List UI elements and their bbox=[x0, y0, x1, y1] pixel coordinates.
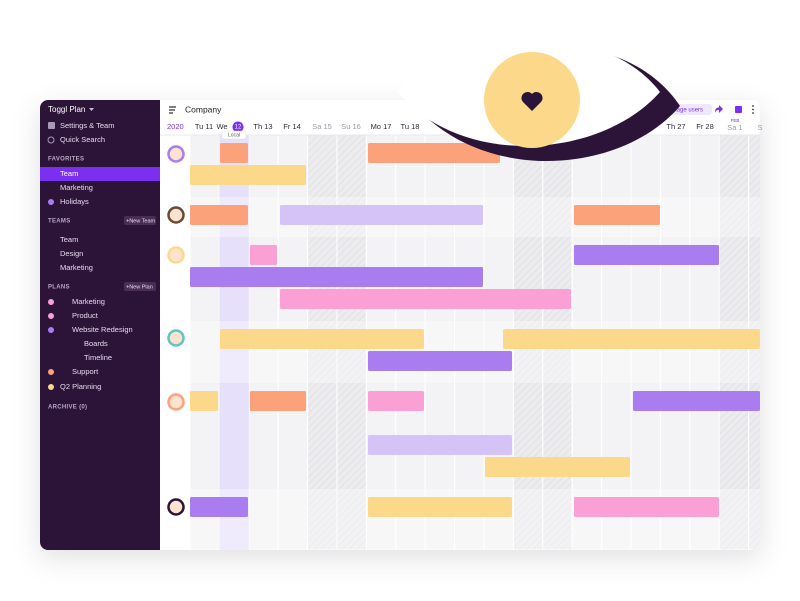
section-title: FAVORITES bbox=[48, 157, 84, 163]
task-bar bbox=[190, 205, 248, 225]
avatar bbox=[167, 329, 185, 347]
section-title: PLANS bbox=[48, 285, 70, 291]
task-bar bbox=[503, 329, 760, 349]
manage-users[interactable]: anage users bbox=[670, 108, 703, 114]
avatars bbox=[167, 145, 185, 516]
today: 12 bbox=[235, 125, 242, 131]
plan-title: Company bbox=[185, 104, 222, 114]
inbox-icon[interactable] bbox=[735, 106, 742, 113]
avatar bbox=[167, 498, 185, 516]
day-label: Fr 28 bbox=[696, 122, 714, 131]
task-bar bbox=[633, 391, 760, 411]
dot bbox=[48, 369, 54, 375]
day-label: Tu 11 bbox=[195, 122, 213, 131]
nav-item[interactable]: Marketing bbox=[60, 263, 93, 272]
dot bbox=[48, 299, 54, 305]
avatar bbox=[167, 206, 185, 224]
menu-icon[interactable] bbox=[169, 106, 176, 114]
dot bbox=[48, 199, 54, 205]
task-bar bbox=[368, 351, 512, 371]
task-bar bbox=[280, 289, 571, 309]
app bbox=[40, 100, 760, 550]
nav-item[interactable]: Support bbox=[72, 367, 99, 376]
section-title: TEAMS bbox=[48, 219, 71, 225]
button-bg bbox=[124, 282, 156, 291]
button-bg bbox=[124, 216, 156, 225]
section-title[interactable]: ARCHIVE (0) bbox=[48, 405, 87, 411]
day-labels: Tu 11 We Th 13 Fr 14 Sa 15 Su 16 Mo 17 Tu 18 Th … bbox=[195, 122, 763, 132]
day-label: Fr 14 bbox=[283, 122, 301, 131]
month: FEB bbox=[731, 118, 740, 123]
task-bar bbox=[190, 267, 483, 287]
avatar bbox=[167, 145, 185, 163]
nav-item[interactable]: Timeline bbox=[84, 353, 112, 362]
task-bar bbox=[574, 497, 719, 517]
button[interactable]: +New Plan bbox=[126, 284, 153, 290]
heart bbox=[521, 91, 543, 111]
today-marker bbox=[232, 121, 244, 133]
caret bbox=[89, 108, 94, 111]
day-label: S bbox=[757, 123, 762, 132]
day-label: Th 27 bbox=[666, 122, 685, 131]
task-bar bbox=[220, 329, 424, 349]
button[interactable]: +New Team bbox=[126, 218, 156, 224]
task-bar bbox=[368, 143, 500, 163]
task-bar bbox=[250, 391, 306, 411]
task-bar bbox=[280, 205, 483, 225]
nav-item[interactable]: Team bbox=[60, 235, 78, 244]
task-bar bbox=[190, 391, 218, 411]
eye-illustration bbox=[398, 39, 680, 162]
task-bar bbox=[220, 143, 248, 163]
nav-item[interactable]: Product bbox=[72, 311, 99, 320]
task-bar bbox=[368, 435, 512, 455]
local-tag bbox=[221, 130, 247, 140]
nav-item[interactable]: Website Redesign bbox=[72, 325, 133, 334]
icon bbox=[48, 122, 55, 129]
day-label: Sa 1 bbox=[727, 123, 742, 132]
day-column bbox=[189, 134, 220, 550]
task-bar bbox=[250, 245, 277, 265]
icon bbox=[47, 136, 55, 144]
task-bars bbox=[190, 143, 760, 517]
avatar bbox=[167, 246, 185, 264]
dot bbox=[48, 327, 54, 333]
task-bar bbox=[574, 245, 719, 265]
nav-item[interactable]: Design bbox=[60, 249, 83, 258]
local: Local bbox=[228, 132, 240, 138]
task-bar bbox=[368, 391, 424, 411]
nav-item[interactable]: Team bbox=[60, 169, 78, 178]
workspace[interactable]: Toggl Plan bbox=[48, 105, 85, 114]
nav-item[interactable]: Boards bbox=[84, 339, 108, 348]
nav-item[interactable]: Settings & Team bbox=[60, 121, 114, 130]
day-label: Sa 15 bbox=[312, 122, 332, 131]
nav-item[interactable]: Marketing bbox=[72, 297, 105, 306]
nav-item[interactable]: Marketing bbox=[60, 183, 93, 192]
day-label: Su 16 bbox=[341, 122, 361, 131]
day-label: Th 13 bbox=[253, 122, 272, 131]
avatar bbox=[167, 393, 185, 411]
active-item bbox=[40, 167, 160, 181]
task-bar bbox=[485, 457, 630, 477]
day-label: We bbox=[216, 122, 227, 131]
year: 2020 bbox=[167, 122, 184, 131]
task-bar bbox=[190, 497, 248, 517]
nav-item[interactable]: Holidays bbox=[60, 197, 89, 206]
day-label: Tu 18 bbox=[401, 122, 420, 131]
task-bar bbox=[368, 497, 512, 517]
nav-item[interactable]: Q2 Planning bbox=[60, 382, 101, 391]
share-icon[interactable] bbox=[715, 105, 723, 113]
day-column bbox=[424, 134, 456, 550]
task-bar bbox=[574, 205, 660, 225]
day-label: Mo 17 bbox=[371, 122, 392, 131]
task-bar bbox=[190, 165, 306, 185]
dot bbox=[48, 313, 54, 319]
nav-item[interactable]: Quick Search bbox=[60, 135, 105, 144]
dot bbox=[48, 384, 54, 390]
